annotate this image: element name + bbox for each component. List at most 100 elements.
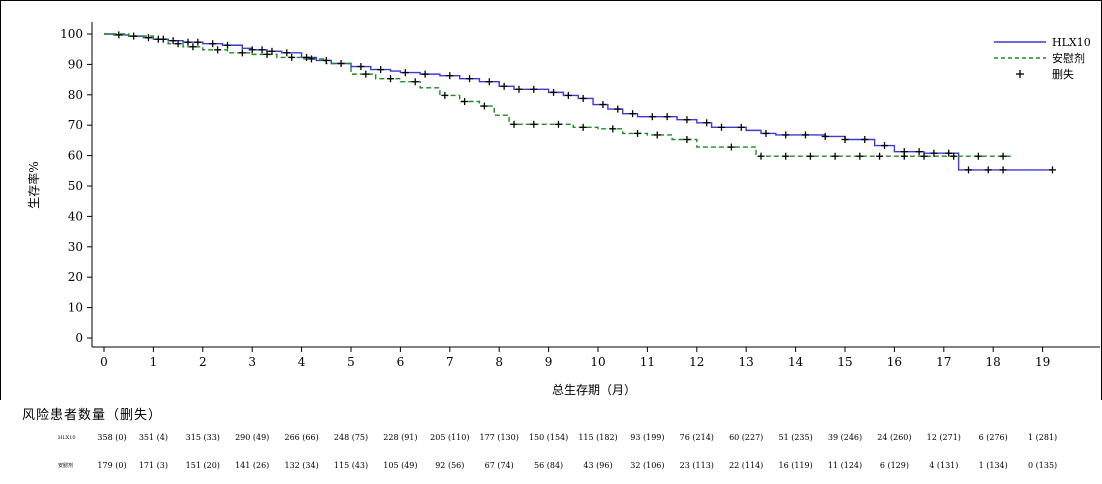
x-tick-label: 7 bbox=[446, 355, 454, 369]
censor-mark-hlx10 bbox=[599, 101, 607, 109]
legend-label-hlx10: HLX10 bbox=[1052, 36, 1091, 49]
censor-mark-placebo bbox=[999, 152, 1007, 160]
censor-mark-placebo bbox=[757, 152, 765, 160]
censor-mark-hlx10 bbox=[999, 166, 1007, 174]
censor-mark-placebo bbox=[174, 40, 182, 48]
outer-border bbox=[0, 0, 1102, 400]
risk-cell: 51 (235) bbox=[778, 433, 813, 442]
censor-mark-placebo bbox=[530, 120, 538, 128]
x-tick-label: 13 bbox=[739, 355, 754, 369]
censor-mark-hlx10 bbox=[130, 32, 138, 40]
risk-row-label: 安慰剂 bbox=[58, 463, 74, 469]
censor-mark-hlx10 bbox=[930, 149, 938, 157]
risk-cell: 315 (33) bbox=[185, 433, 220, 442]
censor-mark-hlx10 bbox=[169, 37, 177, 45]
censor-mark-placebo bbox=[831, 152, 839, 160]
censor-mark-hlx10 bbox=[322, 56, 330, 64]
series-layer bbox=[104, 33, 1053, 171]
censor-mark-hlx10 bbox=[209, 40, 217, 48]
x-tick-label: 17 bbox=[936, 355, 951, 369]
censor-mark-hlx10 bbox=[485, 78, 493, 86]
censor-mark-hlx10 bbox=[614, 105, 622, 113]
censor-mark-placebo bbox=[238, 49, 246, 57]
risk-table-title: 风险患者数量（删失） bbox=[22, 408, 163, 423]
censor-mark-hlx10 bbox=[194, 38, 202, 46]
censor-mark-hlx10 bbox=[421, 70, 429, 78]
y-axis-label: 生存率% bbox=[26, 161, 41, 208]
censor-mark-hlx10 bbox=[515, 85, 523, 93]
censor-mark-hlx10 bbox=[881, 142, 889, 150]
risk-cell: 290 (49) bbox=[235, 433, 270, 442]
y-tick-label: 90 bbox=[68, 57, 83, 71]
risk-cell: 6 (276) bbox=[978, 433, 1008, 442]
censor-mark-hlx10 bbox=[184, 38, 192, 46]
censor-mark-hlx10 bbox=[500, 82, 508, 90]
y-tick-label: 40 bbox=[68, 209, 83, 223]
censor-mark-placebo bbox=[159, 35, 167, 43]
censor-mark-hlx10 bbox=[1048, 166, 1056, 174]
risk-cell: 205 (110) bbox=[430, 433, 470, 442]
x-tick-label: 14 bbox=[788, 355, 804, 369]
censor-mark-hlx10 bbox=[224, 41, 231, 49]
x-tick-label: 9 bbox=[545, 355, 553, 369]
censor-mark-placebo bbox=[876, 152, 884, 160]
risk-cell: 6 (129) bbox=[879, 461, 909, 470]
x-axis-label: 总生存期（月） bbox=[552, 383, 636, 397]
censor-mark-hlx10 bbox=[446, 72, 454, 80]
censor-mark-placebo bbox=[387, 75, 395, 83]
risk-cell: 228 (91) bbox=[383, 433, 418, 442]
risk-cell: 12 (271) bbox=[926, 433, 961, 442]
y-tick-label: 60 bbox=[68, 149, 83, 163]
censor-mark-hlx10 bbox=[268, 47, 276, 55]
y-tick-label: 0 bbox=[75, 331, 83, 345]
risk-cell: 351 (4) bbox=[138, 433, 168, 442]
censor-mark-placebo bbox=[480, 102, 488, 110]
censor-mark-hlx10 bbox=[258, 46, 266, 54]
risk-cell: 76 (214) bbox=[679, 433, 714, 442]
risk-cell: 4 (131) bbox=[929, 461, 959, 470]
risk-cell: 92 (56) bbox=[435, 461, 465, 470]
risk-cell: 132 (34) bbox=[284, 461, 319, 470]
censor-mark-placebo bbox=[920, 152, 928, 160]
censor-mark-placebo bbox=[263, 50, 271, 58]
x-tick-label: 10 bbox=[590, 355, 605, 369]
y-tick-label: 80 bbox=[68, 88, 83, 102]
risk-cell: 39 (246) bbox=[827, 433, 863, 442]
x-tick-label: 19 bbox=[1035, 355, 1050, 369]
censor-mark-placebo bbox=[974, 152, 982, 160]
censor-mark-hlx10 bbox=[144, 34, 152, 42]
censor-mark-placebo bbox=[307, 55, 315, 63]
censor-mark-hlx10 bbox=[782, 131, 790, 139]
censor-mark-hlx10 bbox=[762, 129, 770, 137]
risk-cell: 93 (199) bbox=[630, 433, 665, 442]
legend-label-placebo: 安慰剂 bbox=[1052, 51, 1085, 65]
y-tick-label: 10 bbox=[68, 301, 83, 315]
risk-cell: 105 (49) bbox=[383, 461, 418, 470]
censor-mark-placebo bbox=[189, 43, 197, 51]
censor-mark-placebo bbox=[362, 70, 370, 78]
risk-cell: 115 (43) bbox=[333, 461, 369, 470]
censor-mark-hlx10 bbox=[841, 135, 849, 143]
censor-mark-placebo bbox=[510, 120, 518, 128]
censor-mark-hlx10 bbox=[466, 75, 474, 83]
risk-cell: 11 (124) bbox=[827, 461, 863, 470]
censor-mark-placebo bbox=[856, 152, 864, 160]
censor-mark-hlx10 bbox=[377, 66, 385, 74]
risk-cell: 1 (134) bbox=[978, 461, 1008, 470]
censor-mark-hlx10 bbox=[115, 31, 123, 39]
censor-mark-hlx10 bbox=[648, 113, 656, 121]
x-tick-label: 2 bbox=[199, 355, 207, 369]
risk-row-hlx10: HLX10 358 (0) 351 (4) 315 (33) 290 (49) 266 … bbox=[0, 431, 1102, 445]
censor-mark-hlx10 bbox=[984, 166, 992, 174]
censor-mark-placebo bbox=[900, 152, 908, 160]
risk-cell: 60 (227) bbox=[729, 433, 764, 442]
risk-cell: 56 (84) bbox=[534, 461, 564, 470]
risk-cell: 23 (113) bbox=[679, 461, 714, 470]
censor-mark-hlx10 bbox=[303, 53, 311, 61]
censor-mark-placebo bbox=[727, 143, 735, 151]
censor-mark-placebo bbox=[337, 59, 345, 67]
risk-cell: 115 (182) bbox=[578, 433, 618, 442]
